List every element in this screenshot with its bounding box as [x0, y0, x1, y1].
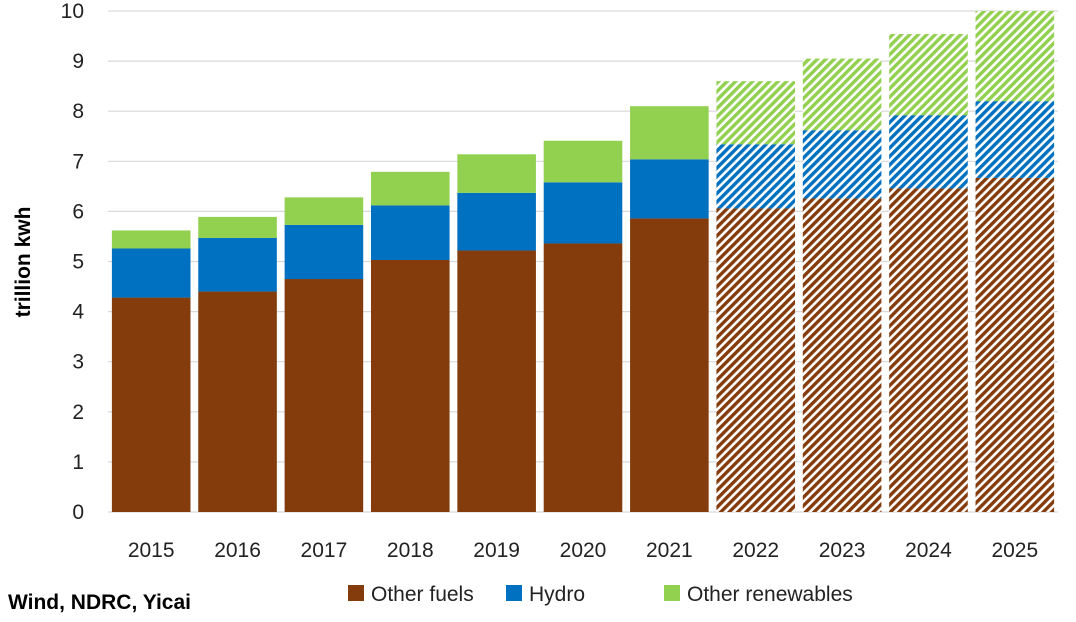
y-tick-label: 7 — [72, 150, 84, 173]
y-tick-label: 0 — [72, 501, 84, 524]
bar-other-renewables-2024 — [889, 34, 968, 116]
x-tick-label: 2017 — [301, 539, 348, 562]
x-tick-label: 2023 — [819, 539, 866, 562]
x-tick-label: 2025 — [991, 539, 1038, 562]
x-tick-label: 2024 — [905, 539, 952, 562]
y-tick-label: 1 — [72, 451, 84, 474]
bar-other-renewables-2023 — [802, 58, 882, 131]
x-tick-label: 2015 — [128, 539, 175, 562]
bar-hydro-2019 — [457, 192, 536, 251]
bar-other-fuels-2024 — [889, 188, 968, 512]
bar-hydro-2021 — [630, 159, 709, 219]
bar-other-fuels-2015 — [111, 297, 191, 512]
bar-other-renewables-2018 — [370, 171, 450, 206]
bar-other-fuels-2017 — [284, 279, 364, 512]
bar-other-renewables-2022 — [716, 81, 796, 145]
bar-hydro-2020 — [543, 182, 623, 244]
bar-other-fuels-2025 — [975, 177, 1055, 512]
bar-other-fuels-2018 — [370, 260, 450, 512]
legend: Other fuels Hydro Other renewables — [348, 583, 853, 606]
bar-hydro-2023 — [802, 130, 882, 199]
y-tick-labels: 0 1 2 3 4 5 6 7 8 9 10 — [61, 0, 85, 524]
bar-other-renewables-2019 — [457, 154, 536, 193]
bar-hydro-2017 — [284, 224, 364, 280]
y-tick-label: 2 — [72, 401, 84, 424]
legend-swatch — [506, 585, 522, 601]
y-tick-label: 5 — [72, 251, 84, 274]
bar-other-renewables-2025 — [975, 11, 1055, 102]
bar-other-fuels-2016 — [198, 291, 277, 512]
bar-hydro-2016 — [198, 237, 277, 292]
bar-other-fuels-2019 — [457, 250, 536, 513]
bar-hydro-2024 — [889, 115, 968, 189]
x-tick-label: 2016 — [214, 539, 261, 562]
bar-other-renewables-2016 — [198, 216, 277, 238]
bar-other-renewables-2021 — [630, 106, 709, 160]
bar-hydro-2018 — [370, 205, 450, 260]
bar-other-fuels-2023 — [802, 198, 882, 512]
x-tick-label: 2020 — [560, 539, 607, 562]
x-tick-label: 2018 — [387, 539, 434, 562]
bars — [111, 11, 1055, 513]
bar-other-fuels-2020 — [543, 243, 623, 512]
bar-hydro-2025 — [975, 101, 1055, 178]
bar-other-renewables-2017 — [284, 197, 364, 225]
bar-other-fuels-2022 — [716, 208, 796, 512]
y-tick-label: 6 — [72, 200, 84, 223]
y-tick-label: 3 — [72, 351, 84, 374]
source-note: Wind, NDRC, Yicai — [8, 591, 191, 614]
bar-other-renewables-2020 — [543, 140, 623, 183]
bar-other-fuels-2021 — [630, 218, 709, 512]
y-tick-label: 8 — [72, 100, 84, 123]
legend-swatch — [348, 585, 364, 601]
x-tick-label: 2021 — [646, 539, 693, 562]
bar-hydro-2022 — [716, 144, 796, 209]
legend-label: Other renewables — [687, 583, 853, 606]
legend-label: Hydro — [529, 583, 585, 606]
legend-swatch — [664, 585, 680, 601]
y-tick-label: 9 — [72, 50, 84, 73]
x-tick-label: 2019 — [473, 539, 520, 562]
y-tick-label: 4 — [72, 301, 84, 324]
bar-other-renewables-2015 — [111, 230, 191, 249]
legend-label: Other fuels — [371, 583, 474, 606]
bar-hydro-2015 — [111, 248, 191, 298]
y-tick-label: 10 — [61, 0, 84, 23]
y-axis-label: trillion kwh — [12, 207, 35, 318]
x-tick-labels: 2015 2016 2017 2018 2019 2020 2021 2022 2023 2024… — [128, 539, 1038, 562]
x-tick-label: 2022 — [732, 539, 779, 562]
